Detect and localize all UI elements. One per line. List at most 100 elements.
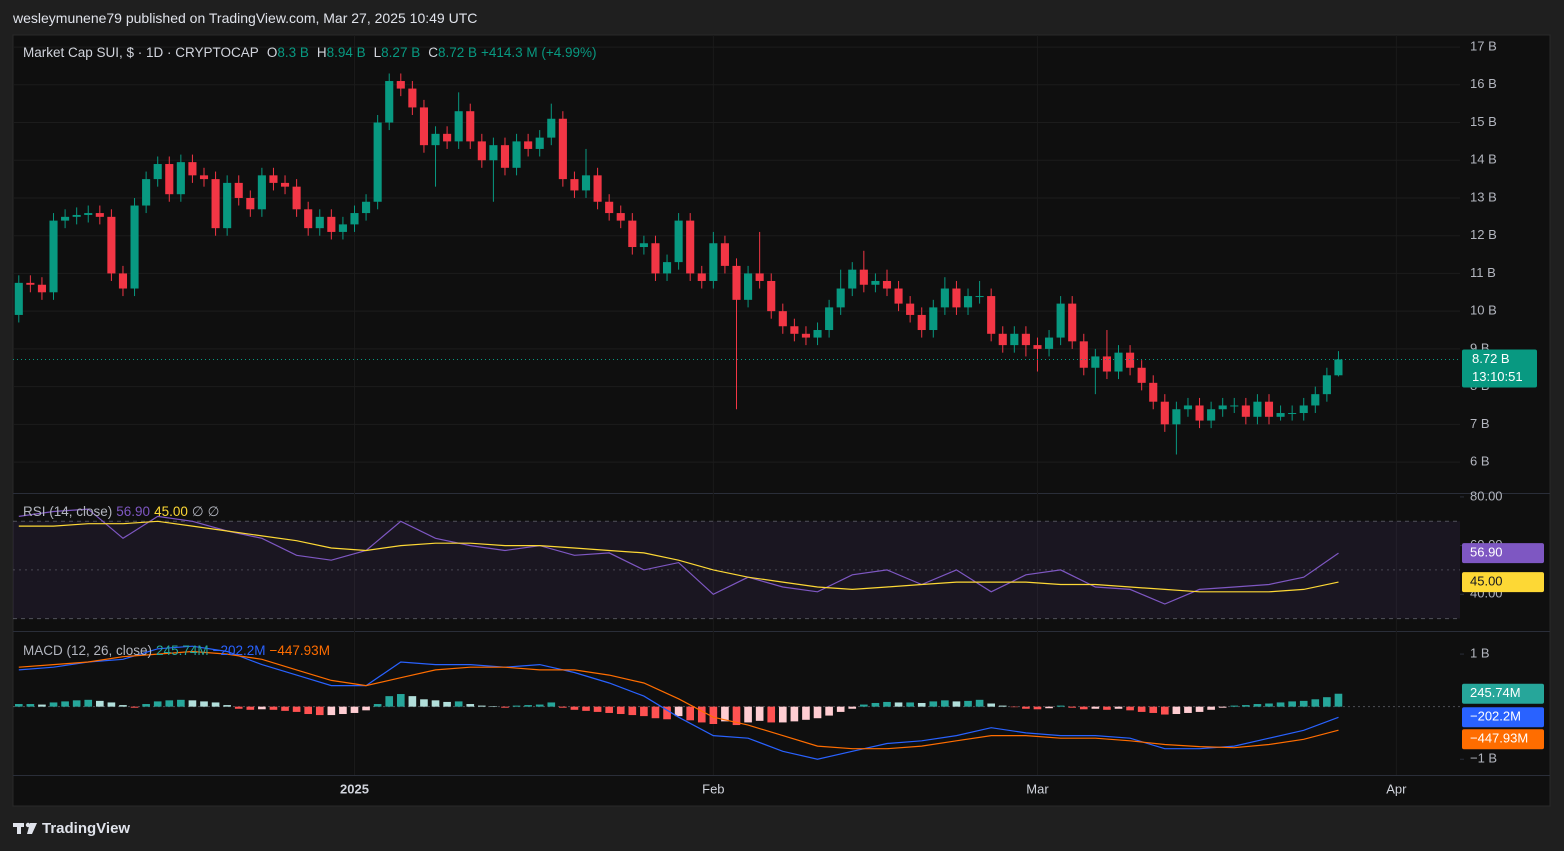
histogram-bar	[454, 701, 463, 707]
histogram-bar	[732, 706, 741, 726]
candle-body	[859, 269, 868, 285]
histogram-bar	[1103, 706, 1111, 710]
histogram-bar	[362, 706, 370, 711]
candle-body	[929, 307, 938, 331]
ohlc-value: 8.72 B	[437, 45, 477, 60]
histogram-bar	[1311, 699, 1320, 707]
ohlc-key: O	[266, 45, 278, 60]
candle-body	[1033, 345, 1042, 349]
histogram-bar	[49, 702, 58, 707]
histogram-bar	[1276, 702, 1285, 707]
histogram-bar	[188, 700, 197, 707]
candle-body	[963, 296, 973, 308]
histogram-bar	[547, 702, 556, 707]
ohlc-item: L8.27 B	[374, 45, 421, 60]
candle-body	[917, 314, 926, 331]
candle-body	[61, 216, 70, 221]
y-tick-label: 10 B	[1470, 303, 1497, 318]
legend-title: MACD (12, 26, close)	[23, 643, 153, 658]
candle-body	[454, 111, 463, 142]
rsi-legend: RSI (14, close) 56.90 45.00 ∅ ∅	[23, 504, 219, 520]
change: +414.3 M (+4.99%)	[480, 45, 597, 60]
histogram-bar	[1091, 706, 1100, 709]
candle-body	[732, 265, 741, 300]
candle-body	[234, 182, 243, 198]
histogram-bar	[929, 701, 938, 707]
candle-body	[535, 137, 544, 149]
candle-body	[871, 280, 880, 285]
y-tick-label: 12 B	[1470, 227, 1497, 242]
histogram-bar	[836, 706, 845, 712]
candle-body	[1207, 409, 1216, 421]
candle-body	[500, 145, 510, 168]
histogram-bar	[1056, 705, 1065, 707]
legend-value: 245.74M	[156, 643, 209, 658]
histogram-bar	[177, 699, 185, 707]
histogram-bar	[14, 704, 23, 707]
candle-body	[327, 216, 336, 232]
candle-body	[1021, 333, 1030, 346]
candle-body	[165, 164, 174, 195]
histogram-bar	[258, 706, 266, 710]
indicator-line	[18, 650, 1339, 750]
candle-body	[639, 243, 648, 248]
legend-flag: ∅	[191, 504, 204, 519]
y-tick-label: 80.00	[1470, 488, 1503, 503]
histogram-bar	[1126, 706, 1134, 711]
histogram-bar	[871, 702, 880, 707]
histogram-bar	[84, 699, 93, 707]
indicator-line	[18, 520, 1339, 593]
histogram-bar	[1079, 706, 1088, 710]
candle-body	[304, 209, 313, 229]
histogram-bar	[350, 706, 359, 713]
candle-body	[362, 201, 371, 214]
candle-body	[813, 330, 822, 338]
ohlc-value: 8.27 B	[381, 45, 421, 60]
histogram-bar	[605, 706, 613, 713]
ohlc-key: C	[428, 45, 438, 60]
histogram-bar	[211, 702, 220, 707]
x-tick-label: Feb	[702, 781, 724, 796]
histogram-bar	[1172, 706, 1181, 715]
candle-body	[292, 186, 301, 210]
candle-body	[385, 81, 394, 123]
histogram-bar	[130, 706, 139, 708]
candle-body	[581, 175, 591, 191]
candle-body	[408, 88, 417, 108]
candle-body	[84, 213, 93, 215]
histogram-bar	[292, 706, 301, 712]
candle-body	[952, 288, 961, 308]
candle-body	[1102, 356, 1111, 372]
y-tick-label: 7 B	[1470, 416, 1490, 431]
histogram-bar	[709, 706, 718, 725]
histogram-bar	[1033, 706, 1042, 710]
histogram-bar	[1184, 706, 1192, 713]
candle-body	[547, 118, 556, 138]
histogram-bar	[512, 705, 521, 707]
histogram-bar	[906, 702, 914, 707]
candle-body	[1241, 405, 1250, 417]
histogram-bar	[26, 704, 35, 707]
histogram-bar	[860, 704, 868, 707]
histogram-bar	[987, 703, 995, 707]
y-tick-label: −1 B	[1470, 751, 1497, 766]
histogram-bar	[1022, 706, 1030, 709]
candle-body	[257, 175, 266, 210]
candle-body	[338, 224, 347, 232]
histogram-bar	[200, 701, 208, 707]
ohlc-item: C8.72 B	[428, 45, 477, 60]
candle-body	[49, 220, 58, 293]
ohlc-item: O8.3 B	[267, 45, 309, 60]
candle-body	[1149, 382, 1158, 402]
candle-body	[1334, 359, 1343, 376]
candle-body	[1172, 409, 1181, 425]
histogram-bar	[559, 706, 567, 708]
candle-body	[524, 141, 533, 149]
y-tick-label: 6 B	[1470, 454, 1490, 469]
candle-body	[709, 243, 718, 281]
candle-body	[1126, 352, 1135, 368]
candle-body	[130, 205, 139, 289]
value-tag	[1462, 683, 1544, 704]
candle-body	[1230, 405, 1239, 407]
